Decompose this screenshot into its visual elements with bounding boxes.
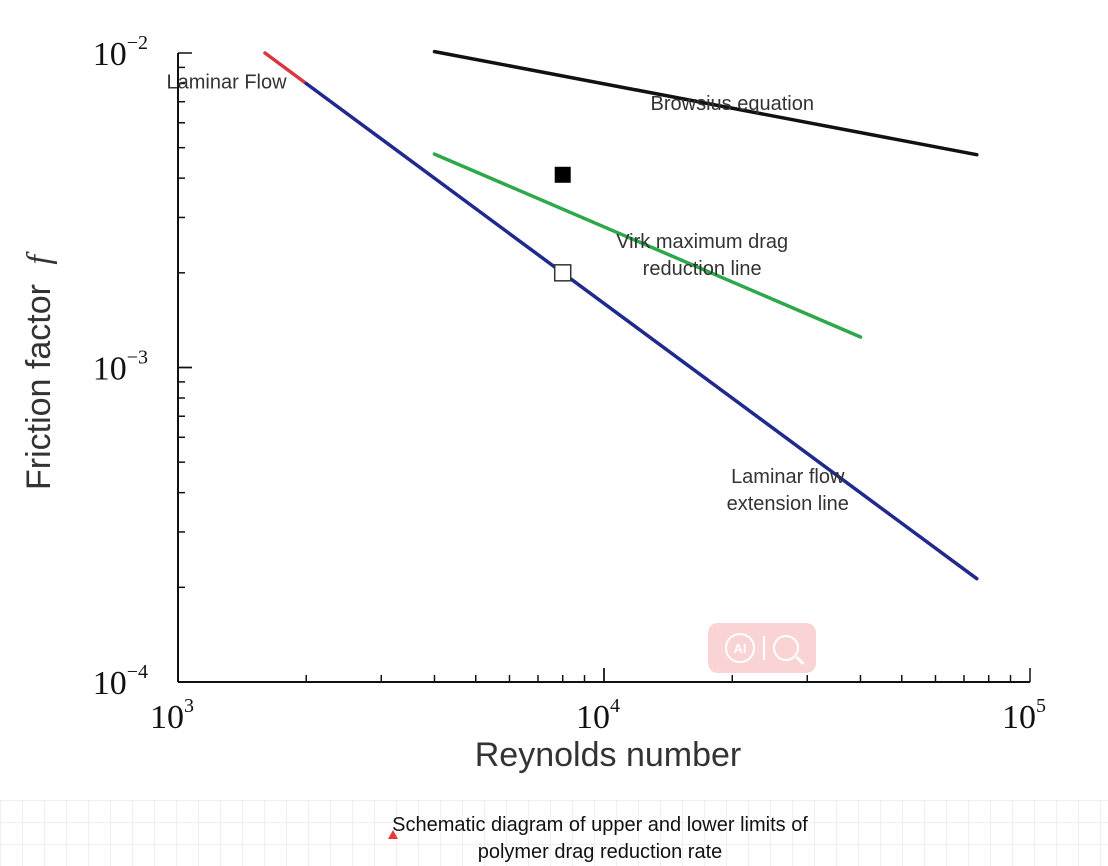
ai-search-badge[interactable]: AI bbox=[708, 623, 816, 673]
annotation-2-line-1: reduction line bbox=[643, 258, 762, 280]
x-axis-title: Reynolds number bbox=[475, 736, 741, 774]
y-tick-label: 10−4 bbox=[93, 661, 148, 702]
annotation-1-line-0: Browsius equation bbox=[651, 93, 814, 115]
x-tick-label: 104 bbox=[576, 695, 620, 736]
axes bbox=[177, 53, 1030, 683]
ai-badge-separator bbox=[763, 636, 765, 660]
x-tick-exponent: 3 bbox=[184, 695, 194, 717]
series-group bbox=[263, 49, 979, 581]
y-tick-base: 10 bbox=[93, 351, 127, 388]
annotation-2-line-0: Virk maximum drag bbox=[616, 231, 788, 253]
friction-factor-chart: Laminar Flow Browsius equation Virk maximu… bbox=[20, 32, 1046, 774]
annotation-0-line-0: Laminar Flow bbox=[167, 72, 288, 94]
annotations-group: Laminar Flow Browsius equation Virk maximu… bbox=[167, 72, 849, 515]
caption-band bbox=[0, 800, 1108, 866]
annotation-3-line-1: extension line bbox=[727, 493, 849, 515]
series-line-2 bbox=[432, 152, 863, 339]
y-axis-title-text: Friction factor bbox=[20, 284, 58, 490]
x-tick-base: 10 bbox=[576, 699, 610, 736]
x-tick-label: 105 bbox=[1002, 695, 1046, 736]
y-tick-label: 10−2 bbox=[93, 32, 148, 73]
marker-open-square bbox=[553, 264, 572, 282]
y-tick-exponent: −2 bbox=[127, 32, 148, 54]
figure-caption: Schematic diagram of upper and lower lim… bbox=[392, 814, 808, 863]
minor-ticks bbox=[177, 52, 1031, 683]
y-tick-exponent: −4 bbox=[127, 661, 148, 683]
annotation-3-line-0: Laminar flow bbox=[731, 466, 845, 488]
y-tick-label: 10−3 bbox=[93, 347, 148, 388]
caption-marker-icon bbox=[388, 830, 398, 839]
x-tick-base: 10 bbox=[1002, 699, 1036, 736]
series-line-0 bbox=[263, 51, 308, 86]
y-tick-exponent: −3 bbox=[127, 347, 148, 369]
search-icon bbox=[773, 635, 799, 661]
x-tick-label: 103 bbox=[150, 695, 194, 736]
markers-group bbox=[553, 166, 572, 282]
ai-icon: AI bbox=[725, 633, 755, 663]
x-tick-exponent: 4 bbox=[610, 695, 620, 717]
marker-filled-square bbox=[554, 166, 571, 183]
x-tick-exponent: 5 bbox=[1036, 695, 1046, 717]
y-axis-title-symbol: f bbox=[21, 251, 58, 265]
y-tick-base: 10 bbox=[93, 665, 127, 702]
series-line-3 bbox=[432, 49, 979, 157]
x-tick-base: 10 bbox=[150, 699, 184, 736]
y-tick-base: 10 bbox=[93, 36, 127, 73]
y-axis-title: Friction factor f bbox=[20, 251, 58, 490]
series-line-1 bbox=[304, 81, 979, 581]
